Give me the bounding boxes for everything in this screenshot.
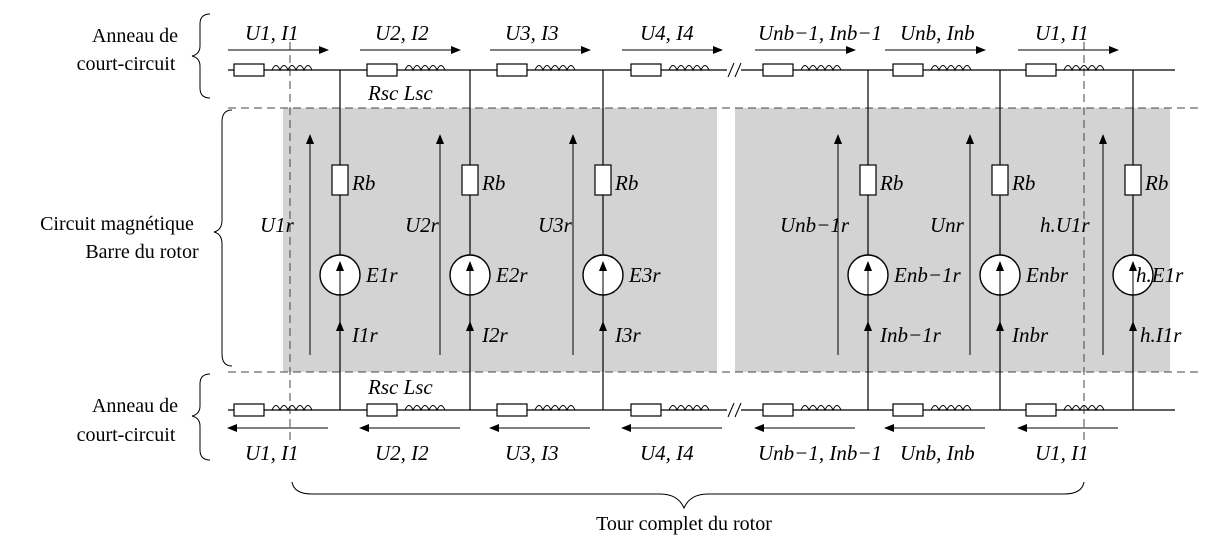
top-ring-label: U1, I1 (245, 21, 299, 45)
rotor-bar-h1 (1099, 70, 1154, 410)
rotor-turn-brace (291, 481, 1085, 510)
bar-voltage-label: U3r (538, 213, 573, 237)
top-ring-circuit (228, 62, 1175, 78)
bar-resistor-label: Rb (1144, 171, 1168, 195)
bar-voltage-label: Unr (930, 213, 965, 237)
side-braces (191, 13, 233, 461)
rotor-bar-2 (436, 70, 491, 410)
bar-emf-label: Enb−1r (893, 263, 961, 287)
bottom-ring-label: Unb−1, Inb−1 (758, 441, 882, 465)
bar-voltage-label: h.U1r (1040, 213, 1090, 237)
bottom-ring-label: Unb, Inb (900, 441, 975, 465)
magnetic-core-region-left (283, 108, 717, 372)
top-ring-label: U4, I4 (640, 21, 694, 45)
bottom-ring-labels: U1, I1 U2, I2 U3, I3 U4, I4 Unb−1, Inb−1… (245, 441, 1089, 465)
bar-emf-label: Enbr (1025, 263, 1069, 287)
top-ring-label: U2, I2 (375, 21, 429, 45)
bar-emf-labels: E1r E2r E3r Enb−1r Enbr h.E1r (365, 263, 1184, 287)
core-label-line2: Barre du rotor (85, 241, 199, 263)
top-ring-label: Unb, Inb (900, 21, 975, 45)
bar-emf-label: E3r (628, 263, 661, 287)
top-ring-labels: U1, I1 U2, I2 U3, I3 U4, I4 Unb−1, Inb−1… (245, 21, 1089, 45)
top-ring-label: Unb−1, Inb−1 (758, 21, 882, 45)
bar-current-label: h.I1r (1140, 323, 1182, 347)
bar-resistor-label: Rb (1011, 171, 1035, 195)
bottom-ring-label: U3, I3 (505, 441, 559, 465)
bar-current-labels: I1r I2r I3r Inb−1r Inbr h.I1r (351, 323, 1182, 347)
bar-emf-label: E2r (495, 263, 528, 287)
rotor-bar-3 (569, 70, 624, 410)
bar-emf-label: E1r (365, 263, 398, 287)
top-ring-label-line1: Anneau de (92, 25, 178, 47)
bar-resistor-label: Rb (614, 171, 638, 195)
rotor-bar-1 (306, 70, 361, 410)
bar-voltage-label: Unb−1r (780, 213, 850, 237)
bar-current-label: I3r (614, 323, 641, 347)
bottom-ring-label: U1, I1 (245, 441, 299, 465)
bar-current-label: Inb−1r (879, 323, 942, 347)
bottom-ring-label-line2: court-circuit (77, 424, 176, 446)
bar-resistor-label: Rb (481, 171, 505, 195)
bar-voltage-label: U1r (260, 213, 295, 237)
bottom-ring-label-line1: Anneau de (92, 395, 178, 417)
bar-voltage-label: U2r (405, 213, 440, 237)
magnetic-core-region-right (735, 108, 1170, 372)
bottom-ring-circuit (228, 402, 1175, 418)
bar-emf-label: h.E1r (1136, 263, 1184, 287)
bottom-ring-element-label: Rsc Lsc (367, 375, 433, 399)
bottom-ring-label: U4, I4 (640, 441, 694, 465)
bar-current-label: I2r (481, 323, 508, 347)
rotor-bar-nb (966, 70, 1021, 410)
bar-resistor-label: Rb (879, 171, 903, 195)
bar-voltage-labels: U1r U2r U3r Unb−1r Unr h.U1r (260, 213, 1090, 237)
rotor-bar-nb-1 (834, 70, 889, 410)
bar-resistor-label: Rb (351, 171, 375, 195)
bar-resistor-labels: Rb Rb Rb Rb Rb Rb (351, 171, 1168, 195)
bar-current-label: Inbr (1011, 323, 1049, 347)
top-ring-label: U1, I1 (1035, 21, 1089, 45)
top-ring-label: U3, I3 (505, 21, 559, 45)
bottom-ring-label: U1, I1 (1035, 441, 1089, 465)
rotor-turn-caption: Tour complet du rotor (596, 513, 772, 535)
top-ring-label-line2: court-circuit (77, 53, 176, 75)
bar-current-label: I1r (351, 323, 378, 347)
core-label-line1: Circuit magnétique (40, 213, 194, 235)
top-ring-element-label: Rsc Lsc (367, 81, 433, 105)
bottom-ring-label: U2, I2 (375, 441, 429, 465)
